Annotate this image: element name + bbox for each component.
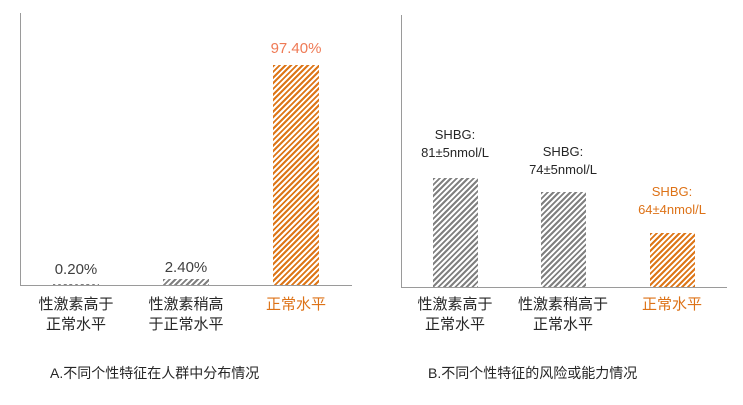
chart-a-category-slightly-high-hormone: 性激素稍高 于正常水平 [126, 295, 246, 335]
chart-b-category1-line2: 正常水平 [424, 316, 485, 333]
chart-b-bar3-label-line1: SHBG: [651, 184, 693, 199]
chart-a-bar-high-hormone [53, 284, 99, 285]
chart-b-category-slightly-high-hormone: 性激素稍高于 正常水平 [503, 295, 623, 335]
chart-a-category2-line2: 于正常水平 [148, 316, 224, 333]
chart-b-caption: B.不同个性特征的风险或能力情况 [428, 365, 638, 381]
chart-a-category-normal-level: 正常水平 [236, 295, 356, 315]
chart-b-x-axis [401, 287, 727, 288]
chart-a-bar2-value-label: 2.40% [164, 259, 208, 276]
chart-a-y-axis [20, 13, 21, 285]
chart-b-category-high-hormone: 性激素高于 正常水平 [395, 295, 515, 335]
chart-b-bar3-label-line2: 64±4nmol/L [638, 202, 706, 217]
chart-a-x-axis [20, 285, 352, 286]
chart-b-category2-line1: 性激素稍高于 [517, 296, 608, 313]
chart-b-bar2-value-label: SHBG: 74±5nmol/L [508, 143, 618, 179]
chart-b-bar2-label-line2: 74±5nmol/L [529, 162, 597, 177]
chart-a-caption: A.不同个性特征在人群中分布情况 [50, 365, 260, 381]
chart-a-bar3-value-label: 97.40% [270, 40, 322, 57]
chart-b-bar1-label-line1: SHBG: [434, 127, 476, 142]
chart-a-category-high-hormone: 性激素高于 正常水平 [16, 295, 136, 335]
chart-b-bar-high-hormone [433, 178, 478, 287]
chart-b-bar-normal-level [650, 233, 695, 287]
chart-b-bar1-value-label: SHBG: 81±5nmol/L [400, 126, 510, 162]
chart-b-category3-line1: 正常水平 [641, 296, 702, 313]
chart-b-category1-line1: 性激素高于 [417, 296, 493, 313]
chart-b-bar1-label-line2: 81±5nmol/L [421, 145, 489, 160]
chart-a-category2-line1: 性激素稍高 [148, 296, 224, 313]
chart-b-bar2-label-line1: SHBG: [542, 144, 584, 159]
chart-b-y-axis [401, 15, 402, 287]
chart-a-category1-line2: 正常水平 [45, 316, 106, 333]
chart-a-category3-line1: 正常水平 [265, 296, 326, 313]
chart-a-bar1-value-label: 0.20% [54, 261, 98, 278]
chart-a-bar-slightly-high-hormone [163, 279, 209, 285]
chart-b-bar3-value-label: SHBG: 64±4nmol/L [617, 183, 727, 219]
chart-a-bar-normal-level [273, 65, 319, 285]
chart-a-category1-line1: 性激素高于 [38, 296, 114, 313]
chart-b-bar-slightly-high-hormone [541, 192, 586, 287]
chart-b-category-normal-level: 正常水平 [612, 295, 732, 315]
chart-b-category2-line2: 正常水平 [532, 316, 593, 333]
